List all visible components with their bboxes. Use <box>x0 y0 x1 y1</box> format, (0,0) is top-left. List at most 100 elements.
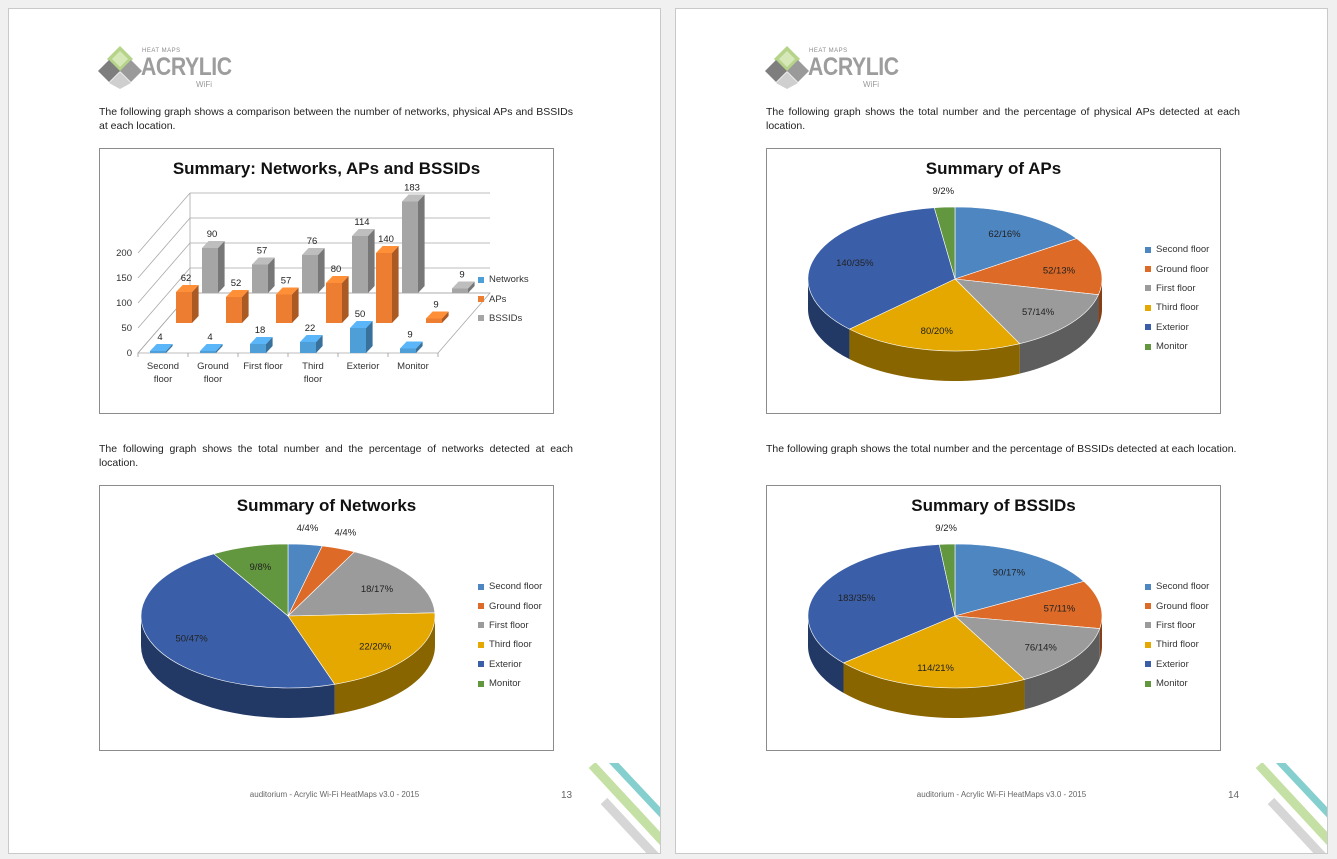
pie-data-label: 9/8% <box>250 562 272 573</box>
networks-pie-svg: 4/4% 4/4% 18/17% 22/20% 50/47% 9/8% <box>140 523 436 718</box>
logo-heatmaps-text: HEAT MAPS <box>142 48 181 54</box>
bar-top <box>376 246 399 253</box>
legend-swatch <box>478 622 484 629</box>
bar-front <box>300 342 316 353</box>
legend-label: Ground floor <box>1156 600 1209 612</box>
data-label: 80 <box>331 264 342 275</box>
legend-item-monitor: Monitor <box>1145 337 1209 356</box>
legend-swatch <box>1145 622 1151 629</box>
legend-swatch <box>1145 583 1151 590</box>
pie-sides <box>808 279 1102 381</box>
bar-side <box>166 344 173 353</box>
data-label: 57 <box>281 276 292 287</box>
bar <box>202 241 225 293</box>
legend-swatch <box>1145 680 1151 687</box>
legend-swatch <box>478 276 484 283</box>
aps-pie-box: Summary of APs 62/16% 52/13% 57/14% 80/20% 1… <box>766 148 1221 414</box>
bar-top <box>276 287 299 295</box>
bssids-pie-legend: Second floor Ground floor First floor Th… <box>1145 577 1209 693</box>
bar <box>352 229 375 293</box>
pie-slice <box>842 615 1026 689</box>
bar-front <box>200 351 216 353</box>
legend-swatch <box>478 315 484 322</box>
bar-top <box>400 341 423 349</box>
bar-top <box>252 257 275 265</box>
bar-side <box>342 276 349 323</box>
x-tick-label: floor <box>304 374 322 385</box>
bar-front <box>326 283 342 323</box>
pie-data-label: 76/14% <box>1025 642 1058 653</box>
bar-front <box>250 344 266 353</box>
diamond-logo-icon <box>765 46 809 89</box>
legend-label: Monitor <box>1156 678 1188 690</box>
bar-chart-svg: 0 50 100 150 200 Second floor Ground floor First … <box>116 183 491 385</box>
pie-slice <box>938 543 956 617</box>
bar-front <box>350 328 366 353</box>
pie-data-label: 4/4% <box>334 528 356 539</box>
pie-side-wall <box>843 662 1025 718</box>
acrylic-logo: HEAT MAPS ACRYLIC WiFi <box>98 45 232 95</box>
document-page-13: HEAT MAPS ACRYLIC WiFi The following gra… <box>8 8 661 854</box>
bar-front <box>150 351 166 353</box>
legend-item-second-floor: Second floor <box>478 577 542 596</box>
legend-item-third-floor: Third floor <box>1145 635 1209 654</box>
pie-data-label: 90/17% <box>993 567 1026 578</box>
pie-data-label: 22/20% <box>359 641 392 652</box>
pie-side-wall <box>1098 279 1102 325</box>
bar <box>252 257 275 293</box>
bar-front <box>226 297 242 323</box>
data-label: 114 <box>354 217 369 228</box>
y-tick-label: 100 <box>116 298 132 309</box>
networks-chart-intro-text: The following graph shows the total numb… <box>99 443 573 469</box>
pie-side-wall <box>808 279 850 360</box>
data-label: 57 <box>257 246 268 257</box>
legend-swatch <box>478 661 484 668</box>
pie-data-label: 52/13% <box>1043 265 1076 276</box>
legend-label: Second floor <box>489 581 543 593</box>
pie-sides <box>141 616 435 718</box>
pie-slice <box>848 278 1021 352</box>
bar <box>150 344 173 353</box>
bar-side <box>242 290 249 323</box>
bar-front <box>352 236 368 293</box>
legend-swatch <box>478 583 484 590</box>
bar-front <box>252 264 268 293</box>
legend-item-ground-floor: Ground floor <box>1145 259 1209 278</box>
pie-slice <box>213 543 289 617</box>
bar-front <box>276 294 292 323</box>
legend-swatch <box>1145 324 1151 331</box>
pie-data-label: 183/35% <box>838 593 876 604</box>
legend-swatch <box>1145 343 1151 350</box>
bar <box>376 246 399 323</box>
logo-heatmaps-text: HEAT MAPS <box>809 48 848 54</box>
bar <box>326 276 349 323</box>
legend-item-second-floor: Second floor <box>1145 240 1209 259</box>
bar-chart-intro-text: The following graph shows a comparison b… <box>99 106 573 132</box>
bar-front <box>400 348 416 353</box>
legend-swatch <box>478 296 484 303</box>
page-footer: auditorium - Acrylic Wi-Fi HeatMaps v3.0… <box>916 790 1087 799</box>
y-tick-label: 200 <box>116 248 132 259</box>
legend-item-exterior: Exterior <box>1145 655 1209 674</box>
pie-data-label: 18/17% <box>361 584 394 595</box>
page-footer: auditorium - Acrylic Wi-Fi HeatMaps v3.0… <box>249 790 420 799</box>
legend-label: Exterior <box>1156 321 1189 333</box>
bar-top <box>200 344 223 351</box>
legend-label: Second floor <box>1156 581 1210 593</box>
pie-data-label: 114/21% <box>917 663 954 674</box>
logo-wifi-text: WiFi <box>863 80 879 89</box>
pie-side-wall <box>334 616 435 715</box>
data-label: 4 <box>157 332 162 343</box>
data-label: 4 <box>207 332 212 343</box>
bar-side <box>368 229 375 293</box>
document-page-14: HEAT MAPS ACRYLIC WiFi The following gra… <box>675 8 1328 854</box>
logo-wifi-text: WiFi <box>196 80 212 89</box>
pie-side-wall <box>849 329 1020 381</box>
logo-brand-text: ACRYLIC <box>141 53 232 81</box>
networks-pie-legend: Second floor Ground floor First floor Th… <box>478 577 542 693</box>
pie-sides <box>808 616 1102 718</box>
pie-slice <box>287 612 436 685</box>
legend-item-exterior: Exterior <box>1145 318 1209 337</box>
bar-top <box>350 321 373 328</box>
aps-pie-legend: Second floor Ground floor First floor Th… <box>1145 240 1209 356</box>
